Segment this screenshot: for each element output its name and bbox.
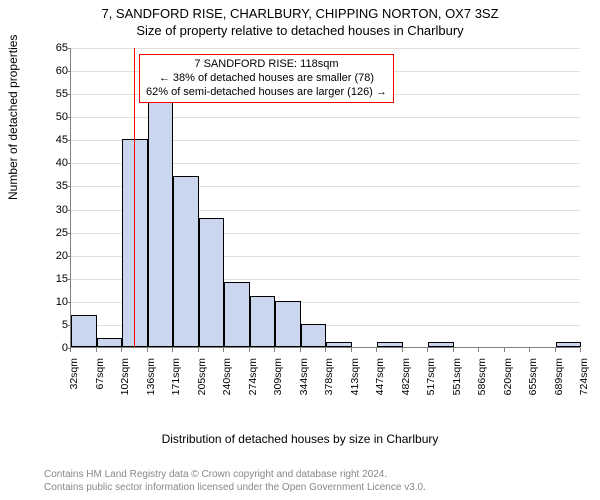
histogram-bar: [199, 218, 225, 347]
y-tick-mark: [66, 71, 70, 72]
y-tick-mark: [66, 140, 70, 141]
x-tick-mark: [351, 348, 352, 352]
x-tick-label: 344sqm: [298, 358, 310, 408]
y-tick-mark: [66, 94, 70, 95]
y-tick-mark: [66, 163, 70, 164]
y-tick-label: 60: [44, 65, 68, 77]
reference-line: [134, 48, 135, 347]
x-tick-mark: [96, 348, 97, 352]
y-tick-label: 30: [44, 204, 68, 216]
footer-line-2: Contains public sector information licen…: [44, 482, 426, 495]
x-tick-label: 102sqm: [119, 358, 131, 408]
y-tick-label: 0: [44, 342, 68, 354]
y-tick-mark: [66, 279, 70, 280]
x-tick-label: 67sqm: [94, 358, 106, 408]
y-axis-label: Number of detached properties: [6, 35, 20, 200]
x-tick-label: 586sqm: [476, 358, 488, 408]
y-tick-mark: [66, 117, 70, 118]
x-tick-mark: [453, 348, 454, 352]
x-tick-label: 482sqm: [400, 358, 412, 408]
histogram-bar: [275, 301, 301, 347]
y-tick-label: 15: [44, 273, 68, 285]
x-axis-label: Distribution of detached houses by size …: [0, 432, 600, 446]
x-tick-label: 689sqm: [553, 358, 565, 408]
x-tick-label: 205sqm: [196, 358, 208, 408]
histogram-bar: [148, 93, 174, 347]
title-line-2: Size of property relative to detached ho…: [0, 23, 600, 40]
y-tick-label: 40: [44, 157, 68, 169]
x-tick-label: 517sqm: [425, 358, 437, 408]
histogram-bar: [326, 342, 352, 347]
x-tick-mark: [478, 348, 479, 352]
histogram-bar: [301, 324, 327, 347]
gridline: [71, 48, 580, 49]
y-tick-mark: [66, 256, 70, 257]
histogram-bar: [377, 342, 403, 347]
title-line-1: 7, SANDFORD RISE, CHARLBURY, CHIPPING NO…: [0, 6, 600, 23]
x-tick-label: 413sqm: [349, 358, 361, 408]
x-tick-label: 724sqm: [578, 358, 590, 408]
x-tick-label: 32sqm: [68, 358, 80, 408]
footer-line-1: Contains HM Land Registry data © Crown c…: [44, 469, 426, 482]
x-tick-mark: [249, 348, 250, 352]
x-tick-label: 447sqm: [374, 358, 386, 408]
annotation-line: 7 SANDFORD RISE: 118sqm: [146, 58, 387, 72]
y-tick-mark: [66, 325, 70, 326]
x-tick-mark: [376, 348, 377, 352]
y-tick-label: 35: [44, 180, 68, 192]
histogram-bar: [97, 338, 123, 347]
x-tick-mark: [121, 348, 122, 352]
x-tick-mark: [504, 348, 505, 352]
x-tick-label: 274sqm: [247, 358, 259, 408]
annotation-line: ← 38% of detached houses are smaller (78…: [146, 72, 387, 86]
x-tick-mark: [555, 348, 556, 352]
y-tick-mark: [66, 233, 70, 234]
x-tick-label: 551sqm: [451, 358, 463, 408]
histogram-bar: [556, 342, 582, 347]
x-tick-label: 171sqm: [170, 358, 182, 408]
x-tick-label: 620sqm: [502, 358, 514, 408]
histogram-bar: [71, 315, 97, 347]
x-tick-mark: [325, 348, 326, 352]
y-tick-label: 65: [44, 42, 68, 54]
histogram-bar: [224, 282, 250, 347]
annotation-box: 7 SANDFORD RISE: 118sqm← 38% of detached…: [139, 54, 394, 103]
x-tick-mark: [172, 348, 173, 352]
x-tick-label: 240sqm: [221, 358, 233, 408]
x-tick-mark: [300, 348, 301, 352]
y-tick-label: 50: [44, 111, 68, 123]
chart-area: 0510152025303540455055606532sqm67sqm102s…: [44, 48, 584, 388]
histogram-bar: [173, 176, 199, 347]
y-tick-label: 20: [44, 250, 68, 262]
histogram-bar: [428, 342, 454, 347]
y-tick-mark: [66, 186, 70, 187]
x-tick-label: 655sqm: [527, 358, 539, 408]
y-tick-mark: [66, 210, 70, 211]
x-tick-label: 309sqm: [272, 358, 284, 408]
x-tick-mark: [70, 348, 71, 352]
x-tick-mark: [198, 348, 199, 352]
x-tick-mark: [223, 348, 224, 352]
y-tick-label: 10: [44, 296, 68, 308]
y-tick-label: 55: [44, 88, 68, 100]
x-tick-mark: [580, 348, 581, 352]
y-tick-label: 45: [44, 134, 68, 146]
y-tick-label: 25: [44, 227, 68, 239]
annotation-line: 62% of semi-detached houses are larger (…: [146, 86, 387, 100]
x-tick-mark: [529, 348, 530, 352]
x-tick-mark: [402, 348, 403, 352]
chart-title-block: 7, SANDFORD RISE, CHARLBURY, CHIPPING NO…: [0, 0, 600, 40]
histogram-bar: [250, 296, 276, 347]
y-tick-mark: [66, 302, 70, 303]
y-tick-label: 5: [44, 319, 68, 331]
x-tick-mark: [427, 348, 428, 352]
x-tick-label: 378sqm: [323, 358, 335, 408]
x-tick-label: 136sqm: [145, 358, 157, 408]
x-tick-mark: [147, 348, 148, 352]
footer-attribution: Contains HM Land Registry data © Crown c…: [44, 469, 426, 494]
x-tick-mark: [274, 348, 275, 352]
y-tick-mark: [66, 48, 70, 49]
